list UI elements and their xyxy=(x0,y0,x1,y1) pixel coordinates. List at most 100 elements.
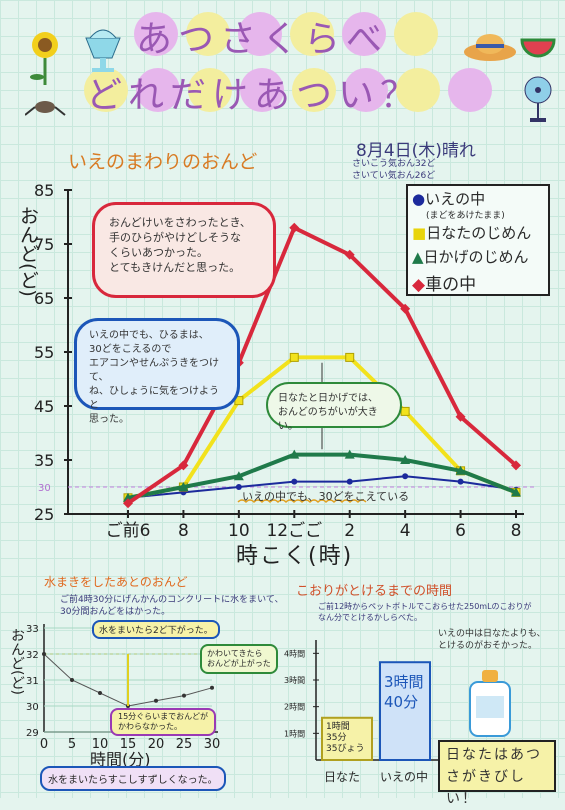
water-note-bottom-line: かわらなかった。 xyxy=(118,722,182,731)
sunflower-icon xyxy=(25,32,66,116)
water-y-tick-label: 32 xyxy=(26,650,39,661)
title-bubble xyxy=(134,12,178,56)
legend-label: 日かげのじめん xyxy=(423,248,529,266)
main-x-tick-label: ご前6 xyxy=(106,521,151,541)
ice-bar2-label: 3時間 40分 xyxy=(384,672,424,712)
point-sun xyxy=(289,352,299,362)
point-shade xyxy=(178,482,189,491)
water-note-bottom-line: 15分ぐらいまでおんどが xyxy=(118,712,208,721)
series-line-3 xyxy=(126,225,518,505)
ice-bar1-label: 1時間 35分 35びょう xyxy=(326,722,364,755)
legend-marker-shade: ▲ xyxy=(412,248,424,266)
series-line-2 xyxy=(127,452,517,500)
ice-y-tick-label: 3時間 xyxy=(284,676,305,685)
water-x-axis-label: 時間(分) xyxy=(90,750,151,769)
ice-category-house: いえの中 xyxy=(380,770,429,784)
point-shade xyxy=(511,487,521,497)
water-note-right-line: かわいてきたら xyxy=(207,649,263,658)
point-house xyxy=(402,473,409,480)
water-desc-line: 30分間おんどをはかった。 xyxy=(60,607,171,617)
under-note-wave xyxy=(237,499,367,504)
ice-bar1-label-line: 35びょう xyxy=(326,744,365,754)
ice-side-note-line: いえの中は日なたよりも、 xyxy=(438,629,546,639)
point-car xyxy=(289,222,300,233)
series-line-1 xyxy=(127,355,517,500)
main-y-tick-label: 55 xyxy=(34,343,54,362)
ice-side-note: いえの中は日なたよりも、 とけるのがおそかった。 xyxy=(438,628,546,652)
legend-item-car: ◆車の中 xyxy=(412,270,476,295)
water-note-top: 水をまいたら2ど下がった。 xyxy=(92,620,220,639)
title-bubble xyxy=(448,68,492,112)
point-sun xyxy=(345,352,355,362)
point-shade xyxy=(344,449,355,459)
main-x-tick-label: 8 xyxy=(178,521,189,541)
title-bubble xyxy=(290,12,334,56)
ice-desc-line: ご前12時からペットボトルでこおらせた250mLのこおりが xyxy=(318,602,532,611)
legend: ●いえの中 (まどをあけたまま) ■日なたのじめん ▲日かげのじめん ◆車の中 xyxy=(406,184,550,296)
ice-y-tick-label: 4時間 xyxy=(284,649,305,658)
legend-marker-sun: ■ xyxy=(412,224,427,242)
point-sun xyxy=(400,406,410,416)
under-note: いえの中でも、30どをこえている xyxy=(242,490,410,503)
main-y-axis-label: おんど(ど) xyxy=(17,206,39,297)
title-bubble xyxy=(344,68,388,112)
water-x-tick-label: 10 xyxy=(92,737,109,752)
water-y-tick-label: 31 xyxy=(26,676,39,687)
main-y-tick-label: 75 xyxy=(34,235,54,254)
series-line-0 xyxy=(127,475,517,499)
ice-desc-line: なん分でとけるかしらべた。 xyxy=(318,613,422,622)
water-x-tick-label: 30 xyxy=(204,737,221,752)
water-y-tick-label: 29 xyxy=(26,728,39,739)
main-x-tick-label: 2 xyxy=(344,521,355,541)
ice-bar-1 xyxy=(379,661,431,761)
title-bubble xyxy=(188,68,232,112)
water-y-axis-label: おんど(ど) xyxy=(9,628,25,695)
legend-label: 日なたのじめん xyxy=(426,224,532,242)
title-bubble xyxy=(342,12,386,56)
fan-icon xyxy=(524,76,552,122)
water-point xyxy=(42,652,46,656)
water-note-bottom: 15分ぐらいまでおんどが かわらなかった。 xyxy=(110,708,216,736)
water-point xyxy=(210,685,214,690)
legend-marker-house: ● xyxy=(412,190,426,208)
title-bubble xyxy=(136,68,180,112)
ice-bar1-label-line: 35分 xyxy=(326,733,347,743)
point-shade xyxy=(455,465,466,475)
main-x-tick-label: 6 xyxy=(455,521,466,541)
main-x-tick-label: 10 xyxy=(228,521,250,541)
water-y-tick-label: 30 xyxy=(26,702,39,713)
blue-note-line: 思った。 xyxy=(89,414,129,425)
main-y-tick-label: 65 xyxy=(34,289,54,308)
green-note-line: 日なたと日かげでは、 xyxy=(278,393,378,404)
point-car xyxy=(178,460,189,471)
blue-note-line: 30どをこえるので xyxy=(89,344,172,355)
title-line2: どれだけあつい？ xyxy=(86,75,423,116)
main-x-axis-label: 時こく(時) xyxy=(236,544,354,569)
weather-note-low: さいてい気おん26ど xyxy=(352,171,436,181)
straw-hat-icon xyxy=(464,34,516,61)
point-car xyxy=(511,460,521,471)
red-note-line: 手のひらがやけどしそうな xyxy=(109,231,241,244)
title-bubble xyxy=(84,68,128,112)
water-x-tick-label: 25 xyxy=(176,737,193,752)
legend-label: 車の中 xyxy=(425,275,477,295)
water-point xyxy=(70,678,74,682)
water-y-tick-label: 33 xyxy=(26,624,39,635)
title-area: あつさくらべ どれだけあつい？ xyxy=(84,10,492,120)
legend-item-sun: ■日なたのじめん xyxy=(412,222,531,243)
shaved-ice-icon xyxy=(85,29,121,72)
red-note-line: くらいあつかった。 xyxy=(109,246,208,259)
water-point xyxy=(98,691,102,695)
main-y-tick-label: 25 xyxy=(34,505,54,524)
main-x-tick-label: 4 xyxy=(400,521,411,541)
title-bubble xyxy=(292,68,336,112)
bottle-icon xyxy=(469,670,511,737)
date-weather: 8月4日(木)晴れ xyxy=(356,141,476,161)
legend-item-house: ●いえの中 xyxy=(412,188,485,209)
ice-y-tick-label: 1時間 xyxy=(284,729,305,738)
main-y-tick-label: 85 xyxy=(34,181,54,200)
ice-bar1-label-line: 1時間 xyxy=(326,722,350,732)
ice-title: こおりがとけるまでの時間 xyxy=(296,584,453,599)
weather-note-high: さいこう気おん32ど xyxy=(352,159,436,169)
water-line-chart: 33 32 31 30 290 5 10 15 20 25 30 xyxy=(26,624,221,752)
